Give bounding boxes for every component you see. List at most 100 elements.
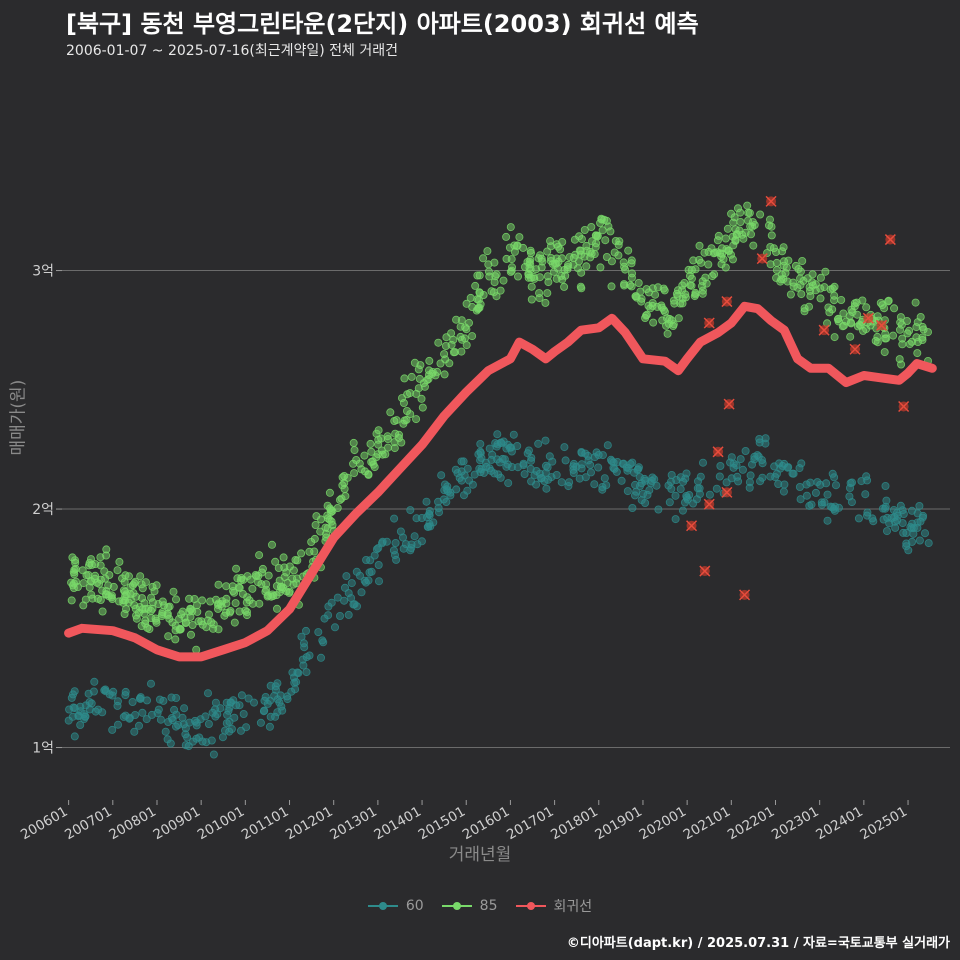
point-60 bbox=[746, 471, 755, 480]
point-60 bbox=[584, 456, 593, 465]
point-60 bbox=[366, 556, 375, 565]
point-60 bbox=[693, 484, 702, 493]
point-85 bbox=[793, 283, 802, 292]
point-85 bbox=[400, 374, 409, 383]
point-85 bbox=[285, 562, 294, 571]
point-60 bbox=[775, 459, 784, 468]
outlier-cross bbox=[765, 195, 777, 207]
point-60 bbox=[699, 458, 708, 467]
point-85 bbox=[591, 243, 600, 252]
x-tick-label: 201101 bbox=[239, 804, 292, 844]
point-60 bbox=[885, 519, 894, 528]
point-85 bbox=[129, 589, 138, 598]
regression-line bbox=[64, 301, 937, 662]
point-85 bbox=[535, 294, 544, 303]
point-60 bbox=[406, 546, 415, 555]
point-60 bbox=[135, 694, 144, 703]
point-85 bbox=[880, 348, 889, 357]
point-60 bbox=[733, 472, 742, 481]
outlier-marker bbox=[862, 312, 874, 324]
point-85 bbox=[858, 296, 867, 305]
point-85 bbox=[475, 303, 484, 312]
point-85 bbox=[452, 315, 461, 324]
point-85 bbox=[642, 311, 651, 320]
point-85 bbox=[100, 567, 109, 576]
point-60 bbox=[76, 721, 85, 730]
point-60 bbox=[440, 486, 449, 495]
point-85 bbox=[466, 293, 475, 302]
point-85 bbox=[513, 242, 522, 251]
point-60 bbox=[455, 473, 464, 482]
outlier-cross bbox=[849, 343, 861, 355]
x-tick-label: 201801 bbox=[548, 804, 601, 844]
point-60 bbox=[854, 514, 863, 523]
point-60 bbox=[607, 455, 616, 464]
outlier-marker bbox=[849, 343, 861, 355]
point-60 bbox=[425, 519, 434, 528]
regression-path bbox=[64, 301, 937, 662]
point-60 bbox=[564, 482, 573, 491]
x-tick-label: 202301 bbox=[769, 804, 822, 844]
point-60 bbox=[745, 478, 754, 487]
point-60 bbox=[823, 490, 832, 499]
point-60 bbox=[319, 638, 328, 647]
point-60 bbox=[195, 733, 204, 742]
outlier-cross bbox=[721, 296, 733, 308]
point-85 bbox=[163, 611, 172, 620]
point-60 bbox=[715, 472, 724, 481]
point-85 bbox=[392, 416, 401, 425]
point-60 bbox=[299, 661, 308, 670]
point-85 bbox=[181, 618, 190, 627]
point-85 bbox=[830, 296, 839, 305]
point-85 bbox=[222, 599, 231, 608]
point-85 bbox=[897, 320, 906, 329]
point-60 bbox=[915, 501, 924, 510]
point-60 bbox=[738, 465, 747, 474]
point-60 bbox=[848, 478, 857, 487]
point-60 bbox=[527, 456, 536, 465]
point-60 bbox=[330, 623, 339, 632]
point-85 bbox=[582, 262, 591, 271]
point-85 bbox=[797, 290, 806, 299]
point-60 bbox=[374, 577, 383, 586]
point-85 bbox=[367, 457, 376, 466]
point-85 bbox=[419, 379, 428, 388]
point-60 bbox=[796, 495, 805, 504]
point-85 bbox=[821, 267, 830, 276]
point-60 bbox=[498, 454, 507, 463]
point-60 bbox=[222, 698, 231, 707]
point-85 bbox=[514, 272, 523, 281]
point-85 bbox=[279, 553, 288, 562]
point-85 bbox=[86, 576, 95, 585]
point-60 bbox=[676, 473, 685, 482]
point-85 bbox=[614, 251, 623, 260]
point-85 bbox=[687, 274, 696, 283]
point-85 bbox=[474, 295, 483, 304]
point-60 bbox=[741, 446, 750, 455]
point-85 bbox=[350, 469, 359, 478]
point-85 bbox=[171, 635, 180, 644]
point-85 bbox=[743, 201, 752, 210]
point-85 bbox=[850, 302, 859, 311]
point-85 bbox=[502, 232, 511, 241]
point-85 bbox=[316, 527, 325, 536]
point-85 bbox=[576, 246, 585, 255]
y-tick-labels: 1억 2억 3억 bbox=[32, 264, 54, 757]
point-85 bbox=[560, 282, 569, 291]
point-85 bbox=[627, 259, 636, 268]
point-85 bbox=[806, 292, 815, 301]
point-85 bbox=[862, 303, 871, 312]
outlier-cross bbox=[898, 400, 910, 413]
point-85 bbox=[767, 222, 776, 231]
point-60 bbox=[437, 471, 446, 480]
point-85 bbox=[255, 599, 264, 608]
point-60 bbox=[513, 441, 522, 450]
point-85 bbox=[691, 288, 700, 297]
point-85 bbox=[620, 281, 629, 290]
point-60 bbox=[899, 528, 908, 537]
point-60 bbox=[789, 469, 798, 478]
point-60 bbox=[211, 698, 220, 707]
point-60 bbox=[178, 713, 187, 722]
point-60 bbox=[422, 497, 431, 506]
point-85 bbox=[206, 597, 215, 606]
